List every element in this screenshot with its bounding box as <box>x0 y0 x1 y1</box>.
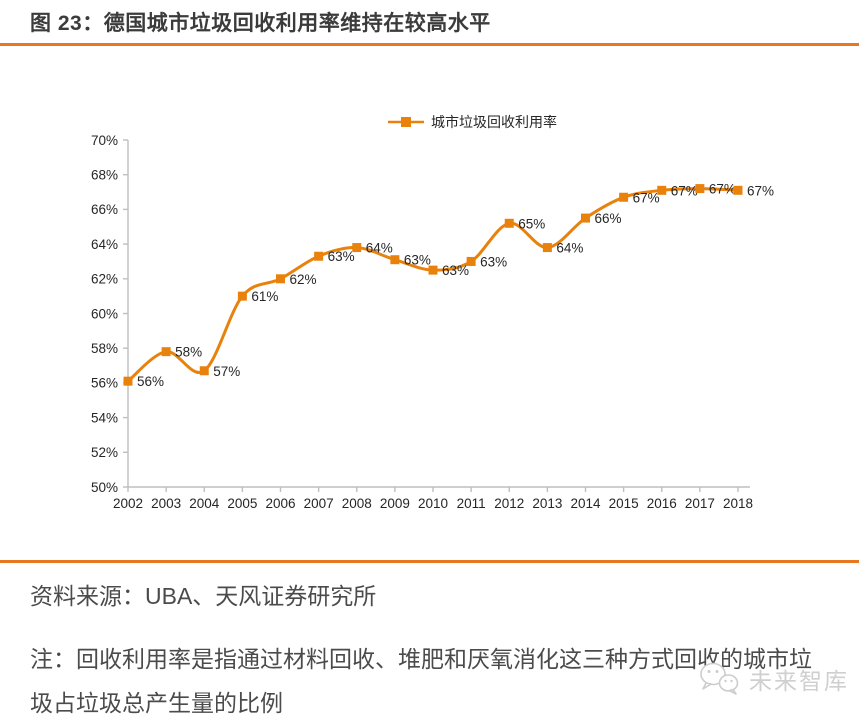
data-point-label: 58% <box>175 345 202 360</box>
data-point-label: 67% <box>671 183 698 198</box>
data-point-label: 57% <box>213 364 240 379</box>
data-point-marker <box>276 274 285 284</box>
data-point-marker <box>542 243 552 253</box>
title-divider-rule <box>0 43 859 46</box>
data-point-marker <box>581 213 590 223</box>
data-point-label: 67% <box>633 190 660 205</box>
x-axis-tick-label: 2017 <box>685 496 715 511</box>
data-point-label: 63% <box>442 263 469 278</box>
data-point-marker <box>619 192 629 202</box>
data-point-label: 66% <box>595 211 622 226</box>
x-axis-tick-label: 2013 <box>532 496 562 511</box>
data-point-label: 62% <box>290 272 317 287</box>
x-axis-tick-label: 2007 <box>304 496 334 511</box>
x-axis-tick-label: 2003 <box>151 496 181 511</box>
legend-square-marker <box>401 117 411 127</box>
data-point-label: 56% <box>137 374 164 389</box>
y-axis-tick-label: 66% <box>91 202 118 217</box>
data-point-marker <box>657 185 667 195</box>
data-point-marker <box>504 218 514 228</box>
x-axis-tick-label: 2015 <box>609 496 639 511</box>
x-axis-tick-label: 2002 <box>113 496 143 511</box>
data-point-marker <box>314 251 324 261</box>
wechat-icon <box>700 662 739 695</box>
watermark-label: 未来智库 <box>749 668 849 694</box>
note-line-2: 圾占垃圾总产生量的比例 <box>30 690 283 716</box>
x-axis-tick-label: 2010 <box>418 496 448 511</box>
x-axis-tick-label: 2009 <box>380 496 410 511</box>
data-point-label: 67% <box>747 183 774 198</box>
data-point-label: 63% <box>404 253 431 268</box>
recycling-rate-line-chart: 50% 52% 54% 56% 58% 60% 62% 64% 66% 68% 70% 2002 200… <box>60 100 800 530</box>
x-axis-tick-label: 2011 <box>457 496 486 511</box>
data-point-label: 61% <box>251 289 278 304</box>
note-line-1: 注：回收利用率是指通过材料回收、堆肥和厌氧消化这三种方式回收的城市垃 <box>30 646 812 672</box>
y-axis-tick-label: 52% <box>91 445 118 460</box>
data-point-label: 64% <box>556 241 583 256</box>
data-point-label: 64% <box>366 241 393 256</box>
data-point-marker <box>123 376 133 386</box>
y-axis-tick-label: 54% <box>91 410 118 425</box>
x-axis-tick-label: 2005 <box>227 496 257 511</box>
data-point-marker <box>733 185 743 195</box>
data-point-label: 63% <box>480 254 507 269</box>
watermark: 未来智库 <box>697 660 849 698</box>
x-axis-tick-label: 2004 <box>189 496 220 511</box>
data-point-marker <box>390 255 400 265</box>
y-axis-tick-label: 68% <box>91 168 118 183</box>
data-point-marker <box>352 243 362 253</box>
data-point-label: 65% <box>518 216 545 231</box>
figure-title: 图 23：德国城市垃圾回收利用率维持在较高水平 <box>30 12 491 35</box>
data-point-marker <box>199 366 209 376</box>
x-axis-tick-label: 2006 <box>265 496 295 511</box>
data-point-marker <box>466 256 476 266</box>
y-axis-tick-label: 62% <box>91 272 118 287</box>
x-axis-tick-label: 2012 <box>494 496 524 511</box>
source-divider-rule <box>0 560 859 563</box>
data-point-marker <box>161 347 171 357</box>
x-axis-tick-label: 2008 <box>342 496 372 511</box>
x-axis-tick-label: 2014 <box>570 496 601 511</box>
series-line <box>127 187 739 383</box>
x-axis-tick-label: 2016 <box>647 496 677 511</box>
y-axis-tick-label: 58% <box>91 341 118 356</box>
data-point-marker <box>428 265 438 275</box>
y-axis-tick-label: 56% <box>91 376 118 391</box>
legend-label: 城市垃圾回收利用率 <box>431 114 557 130</box>
y-axis-tick-label: 70% <box>91 133 118 148</box>
y-axis-tick-label: 64% <box>91 237 118 252</box>
data-point-label: 67% <box>709 182 736 197</box>
data-point-marker <box>695 184 705 194</box>
y-axis-tick-label: 50% <box>91 480 118 495</box>
data-point-marker <box>237 291 247 301</box>
note-block: 注：回收利用率是指通过材料回收、堆肥和厌氧消化这三种方式回收的城市垃 圾占垃圾总… <box>30 637 840 718</box>
source-text: 资料来源：UBA、天风证券研究所 <box>30 583 377 609</box>
x-axis-tick-label: 2018 <box>723 496 753 511</box>
data-point-label: 63% <box>328 249 355 264</box>
y-axis-tick-label: 60% <box>91 306 118 321</box>
chart-canvas: 50% 52% 54% 56% 58% 60% 62% 64% 66% 68% 70% 2002 200… <box>91 114 774 511</box>
